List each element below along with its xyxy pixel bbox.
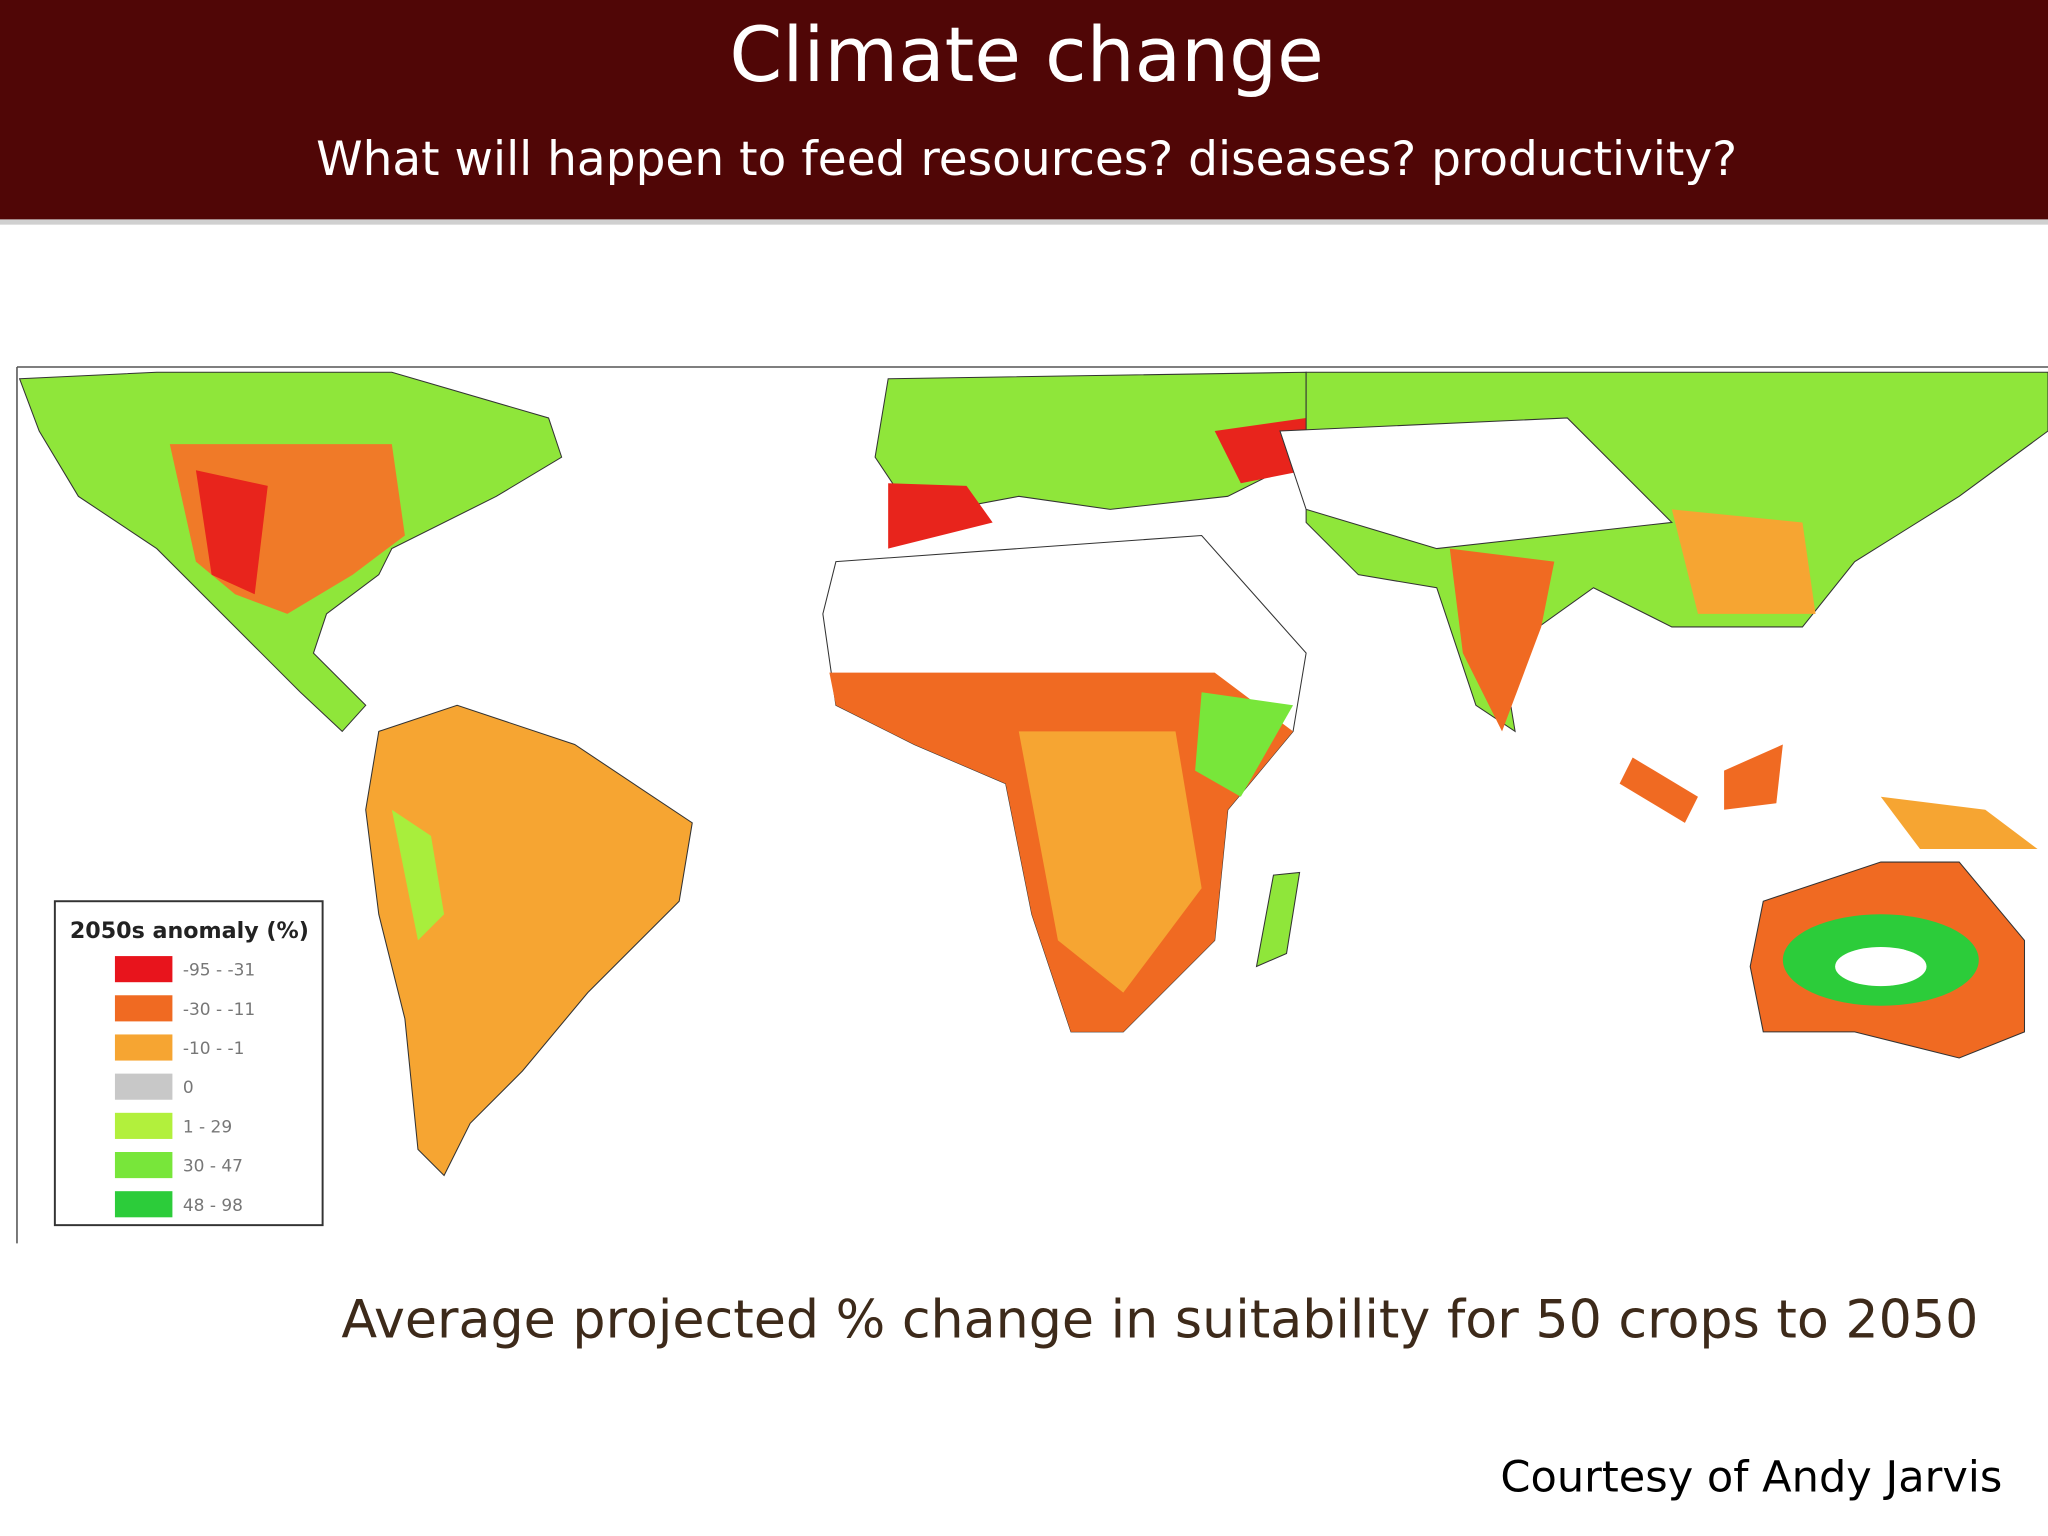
africa-moderate [1018, 731, 1202, 993]
legend-label: 30 - 47 [183, 1157, 243, 1177]
madagascar [1255, 871, 1301, 968]
legend-swatch [114, 1112, 173, 1139]
legend-swatch [114, 995, 173, 1022]
credit: Courtesy of Andy Jarvis [1500, 1453, 2002, 1503]
legend-label: -30 - -11 [183, 1000, 255, 1020]
china-moderate [1671, 509, 1816, 614]
legend-label: -10 - -1 [183, 1039, 245, 1059]
header-band [0, 0, 2048, 220]
legend: 2050s anomaly (%) -95 - -31 -30 - -11 -10 … [53, 900, 324, 1227]
legend-label: 0 [183, 1078, 194, 1098]
title: Climate change [729, 11, 1323, 99]
central-asia [1279, 417, 1673, 550]
legend-swatch [114, 1034, 173, 1061]
header-rule [0, 219, 2048, 225]
world-map [16, 366, 2048, 1244]
legend-label: 48 - 98 [183, 1196, 243, 1216]
caption: Average projected % change in suitabilit… [341, 1290, 1978, 1350]
legend-items: -95 - -31 -30 - -11 -10 - -1 0 1 - 29 30 - 47… [114, 956, 255, 1218]
india-loss [1449, 548, 1555, 732]
legend-label: -95 - -31 [183, 961, 255, 981]
north-america-severe [195, 470, 268, 595]
legend-title: 2050s anomaly (%) [70, 918, 309, 944]
australia-interior [1835, 946, 1927, 987]
new-guinea [1880, 796, 2038, 849]
legend-swatch [114, 1152, 173, 1179]
legend-swatch [114, 1073, 173, 1100]
legend-swatch [114, 1191, 173, 1218]
legend-label: 1 - 29 [183, 1117, 232, 1137]
sumatra [1619, 757, 1698, 823]
legend-swatch [114, 956, 173, 983]
borneo [1724, 744, 1783, 810]
subtitle: What will happen to feed resources? dise… [316, 132, 1737, 187]
legend-box [53, 900, 324, 1227]
south-america [365, 704, 693, 1177]
south-america-gain [391, 809, 445, 941]
iberia-severe [888, 483, 993, 549]
east-africa-gain [1195, 692, 1294, 797]
